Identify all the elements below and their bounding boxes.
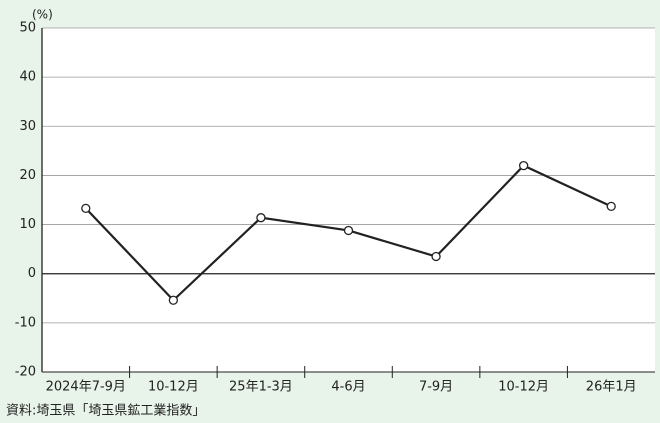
unit-label: (%) <box>32 8 53 22</box>
marker <box>431 251 441 262</box>
x-tick-label: 26年1月 <box>586 380 637 395</box>
marker <box>518 160 529 171</box>
x-tick-label: 10-12月 <box>498 380 549 395</box>
x-tick-label: 7-9月 <box>419 380 453 395</box>
y-tick-label: 50 <box>19 21 36 36</box>
marker <box>168 295 179 305</box>
plot-area <box>42 28 655 372</box>
marker <box>256 213 266 223</box>
marker <box>81 203 91 214</box>
y-tick-label: -20 <box>15 365 36 380</box>
source-note: 資料:埼玉県「埼玉県鉱工業指数」 <box>6 403 205 419</box>
x-tick-label: 25年1-3月 <box>229 380 293 395</box>
y-tick-label: 10 <box>19 217 36 232</box>
y-tick-label: -10 <box>15 315 36 330</box>
y-tick-label: 20 <box>19 168 36 183</box>
y-tick-label: 0 <box>28 266 36 281</box>
x-tick-label: 4-6月 <box>331 380 365 395</box>
x-tick-label: 2024年7-9月 <box>46 380 126 395</box>
marker <box>343 225 354 236</box>
y-tick-label: 40 <box>19 70 36 85</box>
x-tick-label: 10-12月 <box>148 380 199 395</box>
y-tick-label: 30 <box>19 119 36 134</box>
marker <box>606 201 616 212</box>
